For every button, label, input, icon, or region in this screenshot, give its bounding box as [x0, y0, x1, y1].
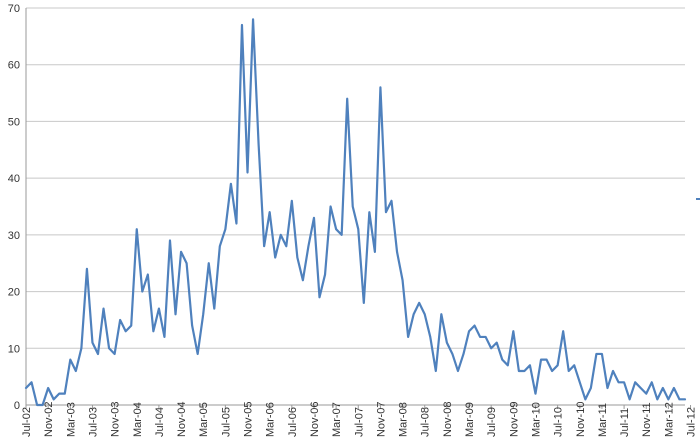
y-tick-label: 0 [14, 400, 20, 412]
x-tick-label: Mar-03 [65, 402, 77, 437]
series-line-0 [24, 18, 687, 407]
x-tick-label: Jul-02 [21, 407, 33, 437]
x-tick-label: Nov-11 [641, 402, 653, 437]
x-tick-label: Jul-03 [87, 407, 99, 437]
y-tick-label: 50 [8, 116, 20, 128]
x-tick-label: Nov-02 [43, 402, 55, 437]
x-tick-label: Mar-08 [398, 402, 410, 437]
x-tick-label: Mar-06 [265, 402, 277, 437]
x-axis-tick-labels: Jul-02 Nov-02 Mar-03 Jul-03 Nov-03 Mar-04 Jul-… [21, 402, 698, 437]
y-tick-label: 30 [8, 230, 20, 242]
x-tick-label: Jul-04 [154, 407, 166, 437]
x-tick-label: Nov-08 [442, 402, 454, 437]
x-tick-label: Jul-08 [420, 407, 432, 437]
x-tick-label: Jul-10 [553, 407, 565, 437]
y-tick-label: 20 [8, 287, 20, 299]
x-tick-label: Nov-04 [176, 402, 188, 437]
y-tick-label: 60 [8, 60, 20, 72]
x-tick-label: Jul-07 [353, 407, 365, 437]
series-layer [24, 18, 687, 407]
x-tick-label: Jul-11 [619, 408, 631, 437]
x-tick-label: Nov-07 [375, 402, 387, 437]
x-tick-label: Jul-12 [686, 407, 698, 437]
x-tick-label: Nov-05 [243, 402, 255, 437]
y-tick-label: 70 [8, 3, 20, 15]
x-tick-label: Nov-09 [508, 402, 520, 437]
y-tick-label: 40 [8, 173, 20, 185]
y-axis-tick-labels: 0 10 20 30 40 50 60 70 [8, 3, 20, 412]
x-tick-label: Mar-09 [464, 402, 476, 437]
x-tick-label: Jul-06 [287, 407, 299, 437]
x-tick-label: Jul-09 [486, 407, 498, 437]
grid-lines [25, 7, 692, 409]
x-tick-label: Mar-07 [331, 402, 343, 437]
x-tick-label: Nov-10 [575, 402, 587, 437]
x-tick-label: Nov-03 [110, 402, 122, 437]
x-tick-label: Mar-05 [198, 402, 210, 437]
y-tick-label: 10 [8, 343, 20, 355]
x-tick-label: Jul-05 [220, 407, 232, 437]
x-tick-label: Mar-11 [597, 403, 609, 437]
x-tick-label: Mar-12 [663, 402, 675, 437]
x-tick-label: Mar-04 [132, 402, 144, 437]
x-tick-label: Mar-10 [530, 402, 542, 437]
x-tick-label: Nov-06 [309, 402, 321, 437]
